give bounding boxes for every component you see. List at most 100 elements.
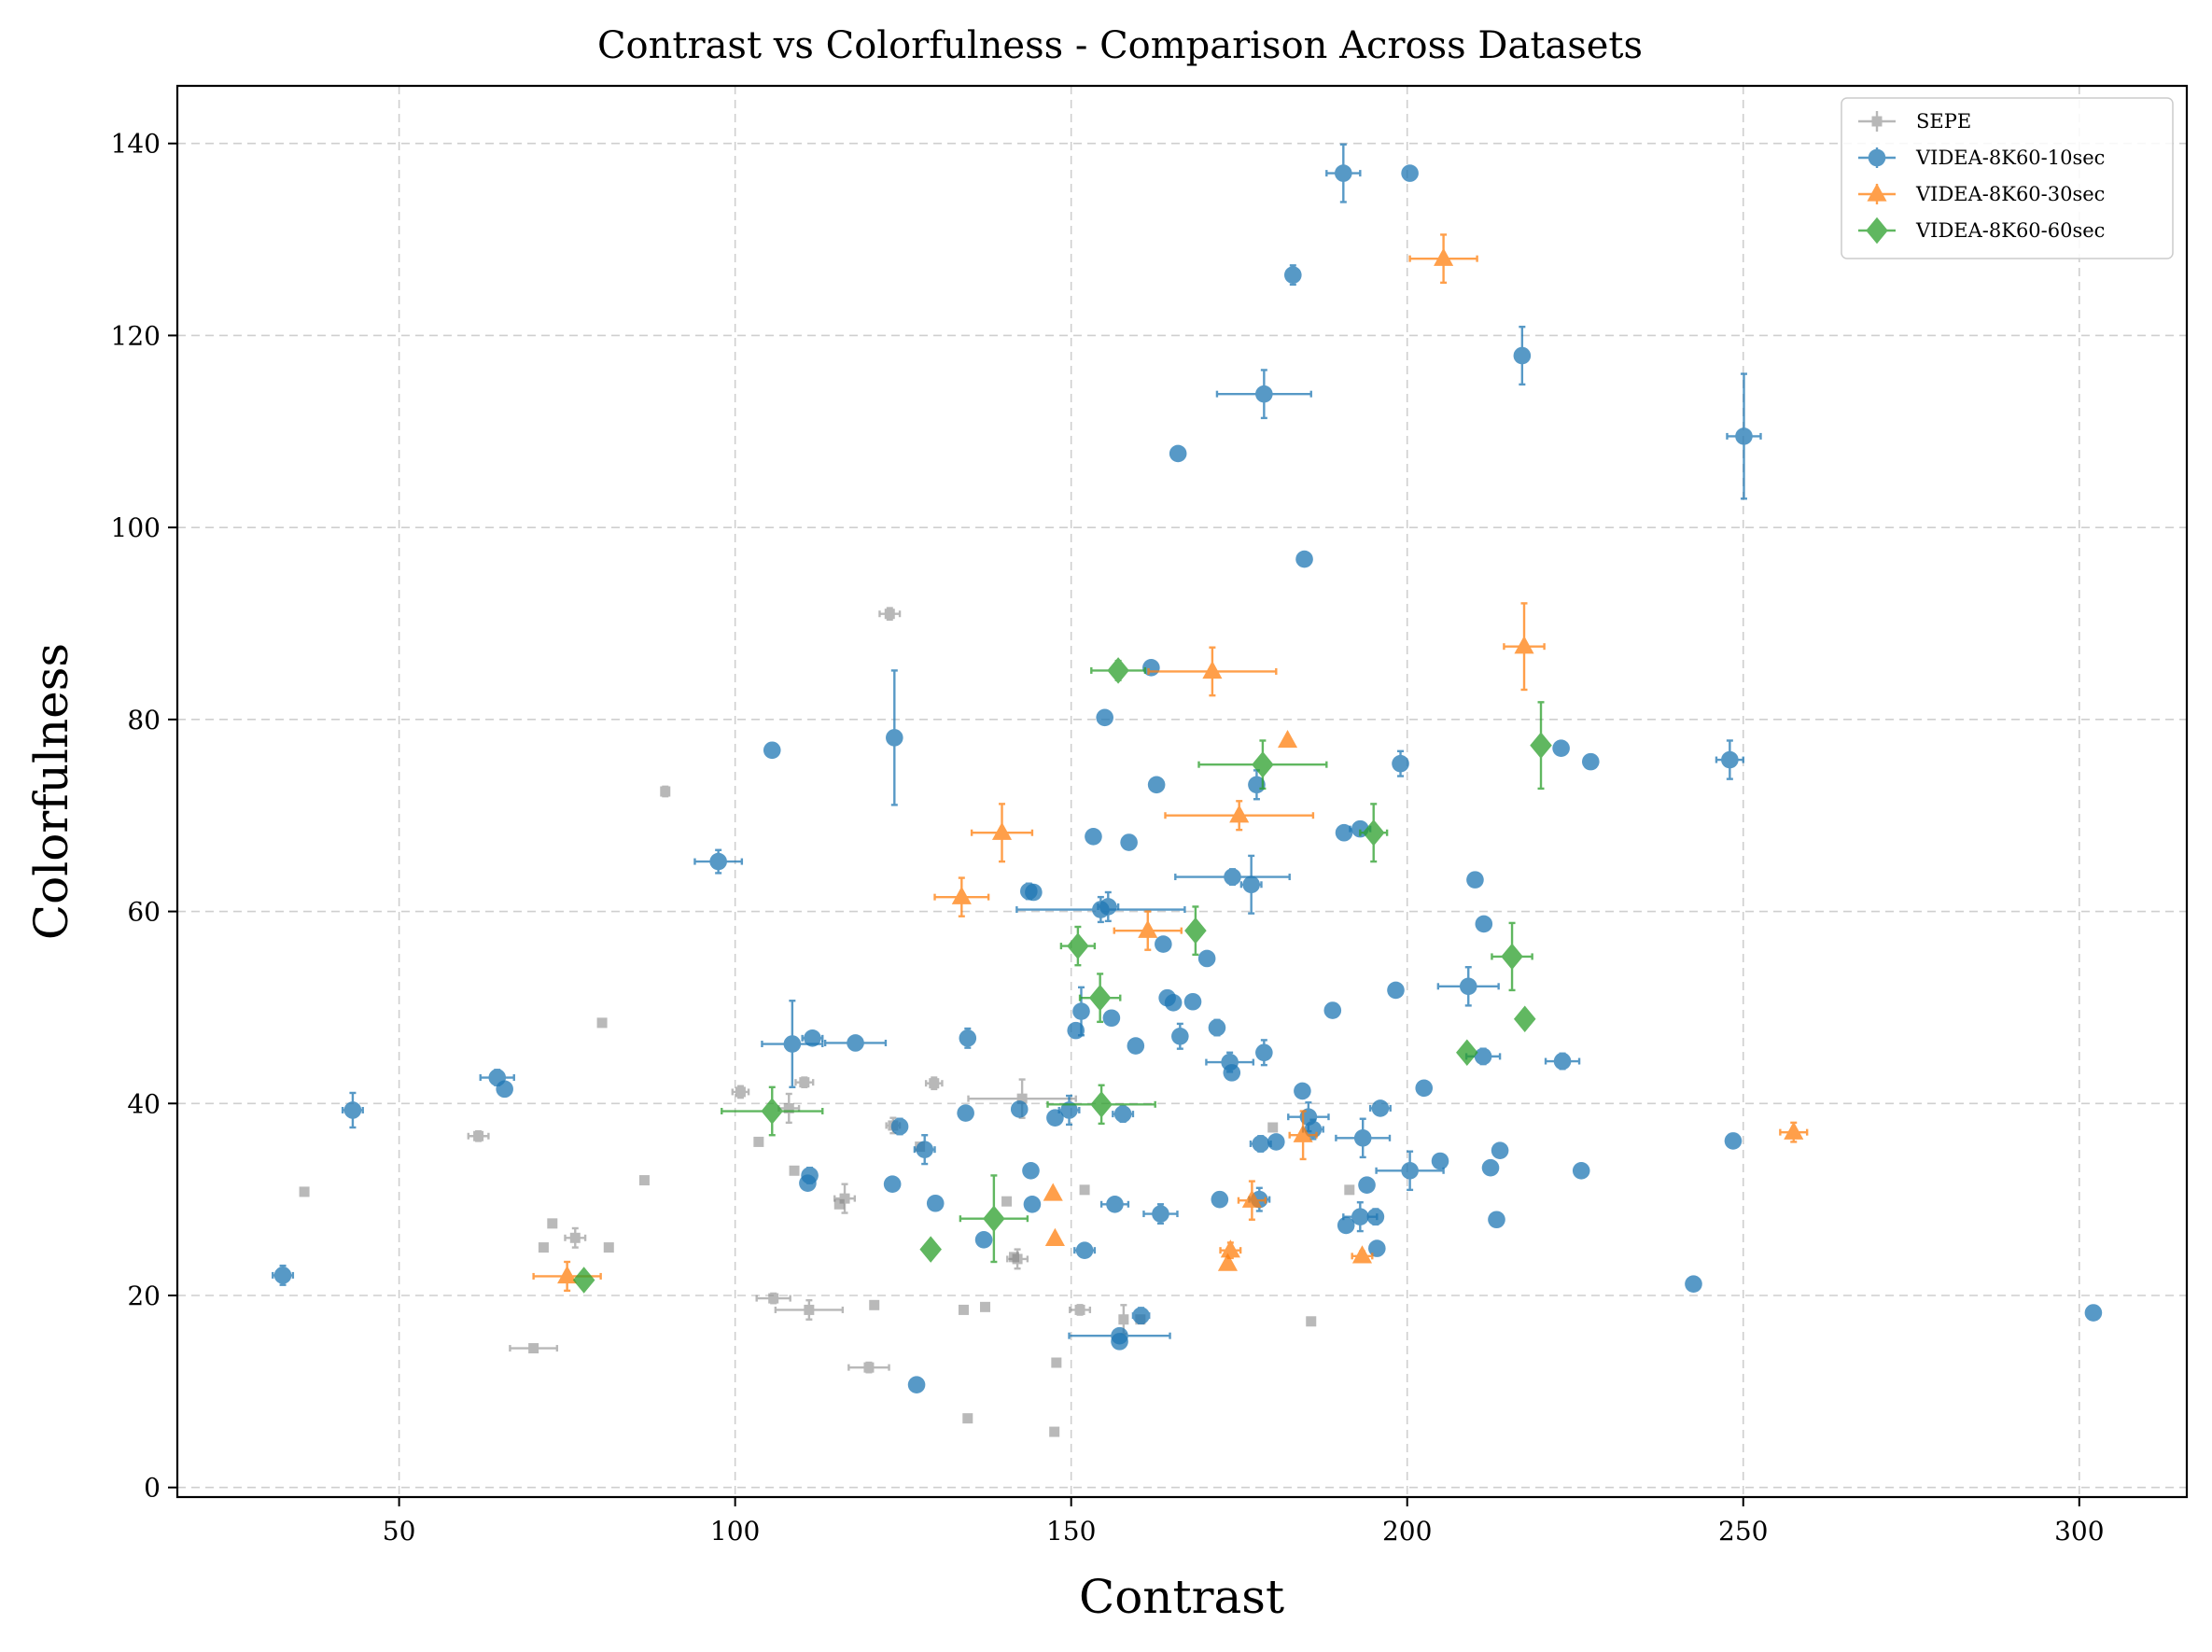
circle-marker: [1152, 1205, 1169, 1223]
square-marker: [833, 1198, 845, 1210]
circle-marker: [1106, 1195, 1124, 1213]
data-point: [833, 1198, 845, 1210]
legend-label: VIDEA-8K60-10sec: [1915, 147, 2105, 169]
data-point: [1174, 868, 1291, 886]
square-marker: [884, 609, 895, 620]
circle-marker: [1552, 739, 1570, 758]
circle-marker: [1685, 1275, 1702, 1293]
circle-marker: [1252, 1135, 1270, 1153]
legend-swatch: [1858, 147, 1896, 168]
grid: [177, 86, 2187, 1497]
square-marker: [638, 1175, 650, 1186]
circle-marker: [1255, 1043, 1273, 1062]
triangle-marker: [1044, 1227, 1065, 1246]
circle-marker: [1284, 266, 1302, 284]
data-point: [907, 1376, 926, 1393]
data-point: [1375, 1150, 1445, 1192]
circle-marker: [1183, 992, 1202, 1011]
data-point: [1572, 1161, 1590, 1180]
circle-marker: [926, 1194, 945, 1212]
square-marker: [799, 1077, 810, 1088]
square-marker: [299, 1186, 310, 1197]
data-point: [1401, 164, 1419, 182]
square-marker: [768, 1293, 779, 1304]
data-point: [1219, 1239, 1242, 1260]
square-marker: [1049, 1426, 1060, 1437]
circle-marker: [1211, 1190, 1229, 1209]
circle-marker: [886, 729, 903, 747]
square-marker: [839, 1193, 850, 1204]
y-axis-label: Colorfulness: [24, 643, 78, 940]
square-marker: [547, 1218, 558, 1229]
data-point: [1127, 1037, 1145, 1055]
data-point: [1211, 1190, 1229, 1209]
data-point: [878, 607, 902, 622]
data-point: [1464, 1047, 1502, 1066]
data-point: [1335, 823, 1353, 842]
triangle-marker: [1277, 729, 1298, 749]
data-point: [693, 848, 744, 875]
diamond-marker: [1530, 732, 1552, 759]
legend-label: VIDEA-8K60-60sec: [1915, 219, 2105, 242]
data-point: [1323, 1001, 1342, 1019]
circle-marker: [1337, 1216, 1355, 1235]
square-marker: [1079, 1184, 1090, 1196]
circle-marker: [1392, 754, 1409, 773]
circle-marker: [1513, 346, 1532, 365]
data-point: [1197, 739, 1328, 791]
x-tick-label: 100: [710, 1516, 760, 1547]
circle-marker: [1735, 427, 1753, 445]
legend-entry: VIDEA-8K60-30sec: [1858, 183, 2105, 205]
data-point: [959, 1174, 1029, 1264]
circle-marker: [1371, 1099, 1390, 1117]
data-point: [721, 1085, 824, 1137]
x-axis-label: Contrast: [1079, 1570, 1284, 1624]
chart-title: Contrast vs Colorfulness - Comparison Ac…: [597, 24, 1643, 67]
square-marker: [804, 1304, 815, 1315]
square-marker: [958, 1304, 969, 1315]
circle-marker: [1351, 1208, 1369, 1225]
data-point: [774, 1298, 845, 1321]
circle-marker: [890, 1117, 909, 1136]
data-point: [2084, 1304, 2103, 1322]
circle-marker: [1155, 935, 1172, 953]
data-point: [1090, 657, 1147, 684]
data-point: [547, 1218, 558, 1229]
triangle-marker: [1241, 1189, 1262, 1208]
square-marker: [1016, 1093, 1028, 1104]
diamond-marker: [761, 1098, 784, 1125]
data-point: [1267, 1133, 1285, 1151]
y-tick-label: 80: [127, 705, 161, 735]
data-point: [777, 1092, 801, 1125]
legend-square-marker: [1871, 116, 1883, 127]
data-point: [970, 803, 1034, 863]
data-point: [1059, 925, 1097, 967]
x-tick-label: 300: [2054, 1516, 2104, 1547]
data-point: [886, 669, 903, 806]
square-marker: [789, 1165, 800, 1176]
triangle-marker: [1043, 1183, 1063, 1201]
data-point: [1147, 646, 1278, 697]
data-point: [1359, 803, 1389, 863]
square-marker: [1267, 1122, 1279, 1133]
data-point: [869, 1299, 880, 1310]
circle-marker: [1127, 1037, 1145, 1055]
data-point: [794, 1076, 815, 1089]
data-point: [801, 1029, 824, 1047]
data-point: [1131, 1307, 1151, 1325]
circle-marker: [1102, 1009, 1121, 1028]
data-point: [926, 1194, 945, 1212]
square-marker: [735, 1086, 746, 1098]
diamond-marker: [1501, 943, 1523, 971]
circle-marker: [1060, 1101, 1078, 1119]
square-marker: [962, 1413, 973, 1424]
y-tick-label: 100: [111, 512, 161, 543]
data-point: [1155, 935, 1172, 953]
legend-entry: VIDEA-8K60-10sec: [1858, 147, 2105, 169]
legend-entry: SEPE: [1858, 110, 1971, 133]
data-point: [958, 1304, 969, 1315]
data-point: [1096, 708, 1113, 727]
data-point: [660, 785, 671, 798]
circle-marker: [1025, 883, 1043, 902]
circle-marker: [1491, 1141, 1509, 1159]
